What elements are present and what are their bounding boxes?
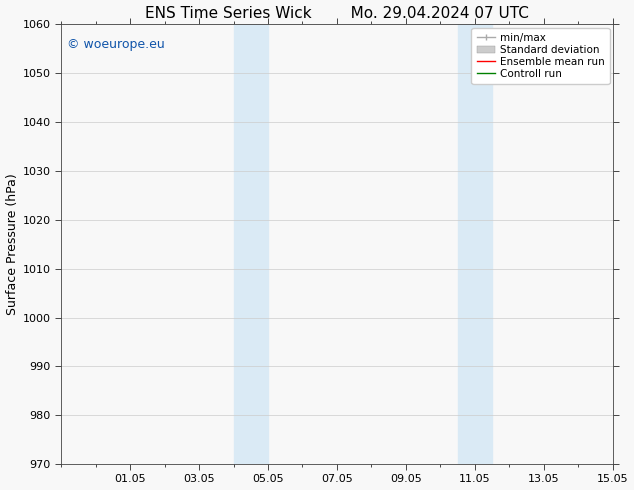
Bar [475, 24, 492, 464]
Bar [251, 24, 268, 464]
Title: ENS Time Series Wick        Mo. 29.04.2024 07 UTC: ENS Time Series Wick Mo. 29.04.2024 07 U… [145, 5, 529, 21]
Bar [458, 24, 475, 464]
Bar [233, 24, 251, 464]
Legend: min/max, Standard deviation, Ensemble mean run, Controll run: min/max, Standard deviation, Ensemble me… [472, 27, 609, 84]
Y-axis label: Surface Pressure (hPa): Surface Pressure (hPa) [6, 173, 18, 315]
Text: © woeurope.eu: © woeurope.eu [67, 38, 165, 50]
